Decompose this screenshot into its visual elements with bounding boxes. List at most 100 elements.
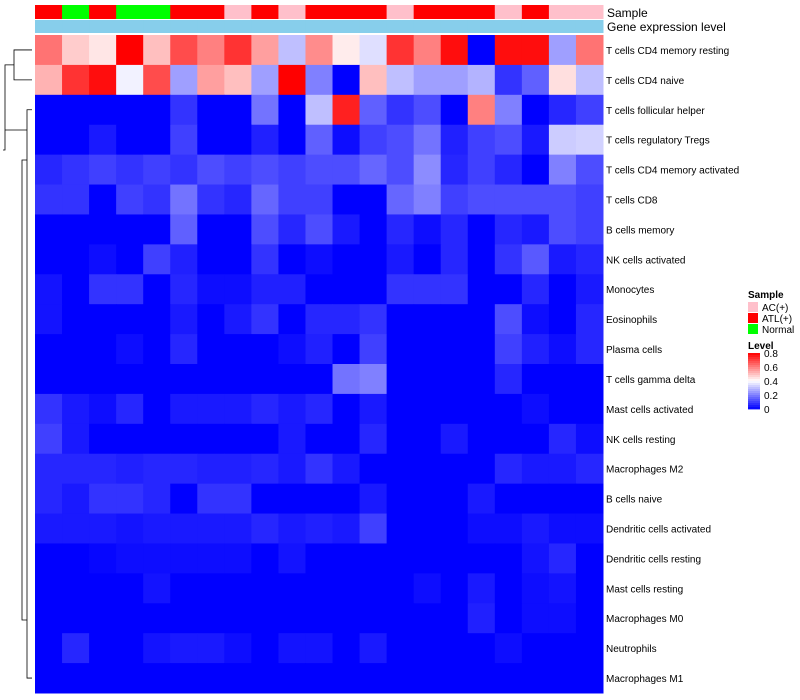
row-label: T cells follicular helper [606, 106, 705, 117]
heatmap-cell [116, 184, 144, 215]
heatmap-cell [386, 543, 415, 574]
heatmap-cell [413, 364, 442, 395]
heatmap-cell [386, 304, 415, 335]
sample-annotation-cell [440, 5, 469, 19]
heatmap-cell [116, 483, 144, 515]
heatmap-cell [143, 393, 171, 425]
heatmap-cell [521, 244, 550, 275]
heatmap-cell [170, 94, 198, 126]
heatmap-cell [305, 304, 334, 335]
heatmap-cell [494, 453, 523, 485]
heatmap-cell [305, 663, 334, 694]
row-label: T cells CD8 [606, 196, 658, 207]
heatmap-cell [278, 663, 306, 694]
heatmap-cell [467, 154, 496, 186]
heatmap-cell [116, 35, 144, 66]
heatmap-cell [575, 603, 604, 634]
heatmap-cell [467, 274, 496, 305]
level-annotation-label: Gene expression level [607, 20, 726, 34]
heatmap-cell [359, 35, 388, 66]
heatmap-cell [35, 453, 63, 485]
heatmap-cell [116, 453, 144, 485]
heatmap-cell [413, 573, 442, 604]
row-label: B cells memory [606, 225, 674, 236]
heatmap-cell [440, 274, 469, 305]
level-legend-gradient-step [748, 395, 760, 398]
heatmap-cell [413, 244, 442, 275]
heatmap-cell [143, 364, 171, 395]
heatmap-cell [521, 603, 550, 634]
heatmap-cell [494, 94, 523, 126]
heatmap-cell [35, 124, 63, 156]
heatmap-cell [413, 94, 442, 126]
heatmap-cell [305, 124, 334, 156]
heatmap-cell [89, 64, 117, 96]
heatmap-cell [35, 334, 63, 365]
heatmap-cell [224, 393, 252, 425]
heatmap-cell [89, 483, 117, 515]
heatmap-cell [467, 124, 496, 156]
heatmap-cell [521, 94, 550, 126]
heatmap-cell [170, 214, 198, 245]
heatmap-cell [467, 64, 496, 96]
heatmap-cell [467, 573, 496, 604]
heatmap-cell [359, 214, 388, 245]
level-annotation-cell [89, 20, 117, 33]
heatmap-cell [116, 154, 144, 186]
heatmap-cell [332, 663, 361, 694]
heatmap-cell [332, 334, 361, 365]
heatmap-cell [305, 154, 334, 186]
heatmap-cell [332, 573, 361, 604]
heatmap-cell [116, 94, 144, 126]
sample-annotation-cell [143, 5, 171, 19]
heatmap-cell [170, 633, 198, 664]
heatmap-cell [386, 184, 415, 215]
heatmap-cell [575, 214, 604, 245]
heatmap-cell [305, 543, 334, 574]
heatmap-cell [278, 483, 306, 515]
row-label: Neutrophils [606, 644, 657, 655]
heatmap-cell [494, 364, 523, 395]
heatmap-cell [575, 334, 604, 365]
heatmap-cell [413, 483, 442, 515]
heatmap-cell [224, 184, 252, 215]
heatmap-cell [62, 35, 90, 66]
row-label: Eosinophils [606, 315, 657, 326]
heatmap-cell [62, 154, 90, 186]
heatmap-cell [521, 423, 550, 455]
heatmap-cell [413, 603, 442, 634]
level-annotation-cell [440, 20, 469, 33]
level-legend-gradient-step [748, 397, 760, 400]
heatmap-cell [143, 453, 171, 485]
heatmap-cell [251, 603, 279, 634]
heatmap-cell [359, 94, 388, 126]
heatmap-cell [521, 274, 550, 305]
heatmap-cell [548, 453, 577, 485]
heatmap-cell [332, 393, 361, 425]
heatmap-cell [521, 35, 550, 66]
heatmap-cell [224, 543, 252, 574]
heatmap-cell [575, 513, 604, 544]
heatmap-cell [116, 513, 144, 544]
heatmap-cell [548, 94, 577, 126]
sample-annotation-cell [467, 5, 496, 19]
heatmap-cell [116, 334, 144, 365]
heatmap-cell [332, 214, 361, 245]
heatmap-cell [170, 64, 198, 96]
heatmap-cell [251, 334, 279, 365]
sample-annotation-cell [305, 5, 334, 19]
heatmap-cell [251, 543, 279, 574]
heatmap-cell [575, 304, 604, 335]
heatmap-cell [224, 364, 252, 395]
heatmap-cell [224, 483, 252, 515]
heatmap-cell [413, 393, 442, 425]
sample-annotation-cell [224, 5, 252, 19]
level-legend-gradient-step [748, 367, 760, 370]
level-legend-gradient-step [748, 361, 760, 364]
heatmap-cell [35, 633, 63, 664]
heatmap-cell [575, 633, 604, 664]
heatmap-cell [197, 513, 225, 544]
heatmap-cell [440, 334, 469, 365]
heatmap-cell [278, 334, 306, 365]
